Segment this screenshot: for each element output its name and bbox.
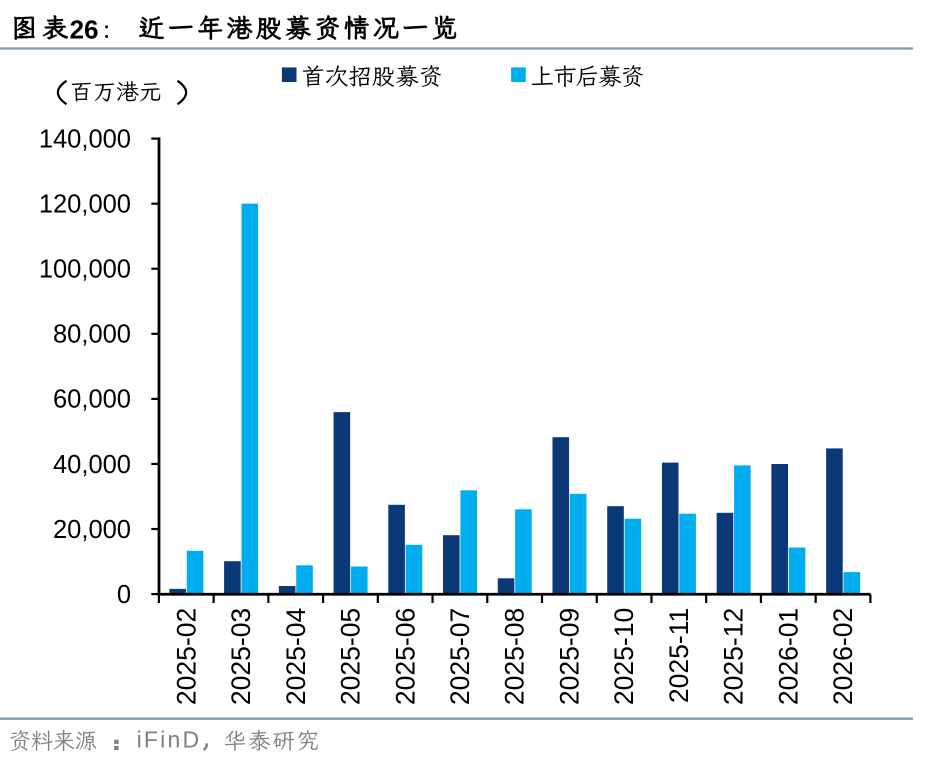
svg-text:80,000: 80,000 xyxy=(53,321,131,349)
svg-text:2025-06: 2025-06 xyxy=(390,608,420,705)
svg-text:2026-02: 2026-02 xyxy=(828,608,858,705)
svg-text:2025-02: 2025-02 xyxy=(171,608,201,705)
svg-text:26: 26 xyxy=(70,14,99,44)
svg-text:：: ： xyxy=(94,17,120,47)
svg-text:资料来源: 资料来源 xyxy=(9,728,97,753)
svg-text:60,000: 60,000 xyxy=(53,386,131,414)
svg-text:2025-09: 2025-09 xyxy=(554,608,584,705)
svg-text:2026-01: 2026-01 xyxy=(773,608,803,705)
svg-text:2025-08: 2025-08 xyxy=(500,608,530,705)
svg-text:首次招股募资: 首次招股募资 xyxy=(301,64,442,90)
svg-text:近一年港股募资情况一览: 近一年港股募资情况一览 xyxy=(139,13,461,43)
svg-text:2025-12: 2025-12 xyxy=(719,608,749,705)
svg-text:2025-05: 2025-05 xyxy=(336,608,366,705)
svg-text:iFinD: iFinD xyxy=(137,727,202,753)
svg-text:120,000: 120,000 xyxy=(39,190,131,218)
svg-text:2025-07: 2025-07 xyxy=(445,608,475,705)
svg-text:上市后募资: 上市后募资 xyxy=(531,64,644,90)
svg-text:华泰研究: 华泰研究 xyxy=(224,728,321,753)
svg-text:百万港元: 百万港元 xyxy=(70,79,162,105)
svg-text:20,000: 20,000 xyxy=(53,516,131,544)
svg-text:2025-03: 2025-03 xyxy=(226,608,256,705)
svg-text:2025-04: 2025-04 xyxy=(281,608,311,705)
svg-text:0: 0 xyxy=(117,581,131,609)
svg-text:图表: 图表 xyxy=(11,13,73,43)
svg-text:140,000: 140,000 xyxy=(39,125,131,153)
svg-text:2025-10: 2025-10 xyxy=(609,608,639,705)
svg-text:2025-11: 2025-11 xyxy=(664,608,694,703)
svg-text:100,000: 100,000 xyxy=(39,256,131,284)
svg-text:40,000: 40,000 xyxy=(53,451,131,479)
